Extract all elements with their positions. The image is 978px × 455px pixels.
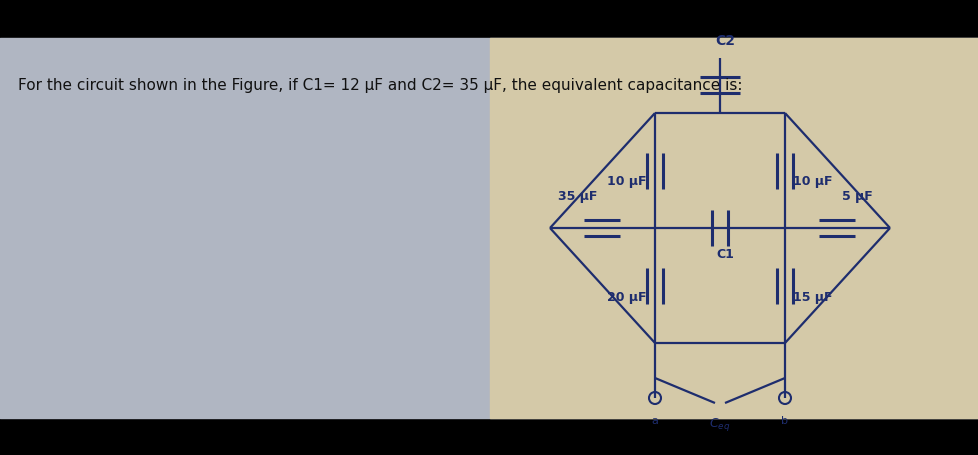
Text: 10 μF: 10 μF [792, 176, 831, 188]
Text: $C_{eq}$: $C_{eq}$ [709, 416, 730, 433]
Text: 20 μF: 20 μF [607, 290, 646, 303]
Text: C1: C1 [715, 248, 734, 261]
Text: b: b [780, 416, 787, 426]
Text: C2: C2 [714, 34, 734, 48]
Text: a: a [651, 416, 658, 426]
Text: 35 μF: 35 μF [557, 190, 597, 203]
Text: For the circuit shown in the Figure, if C1= 12 μF and C2= 35 μF, the equivalent : For the circuit shown in the Figure, if … [18, 78, 741, 93]
Text: 10 μF: 10 μF [607, 176, 646, 188]
Text: 5 μF: 5 μF [842, 190, 872, 203]
Text: 15 μF: 15 μF [792, 290, 831, 303]
